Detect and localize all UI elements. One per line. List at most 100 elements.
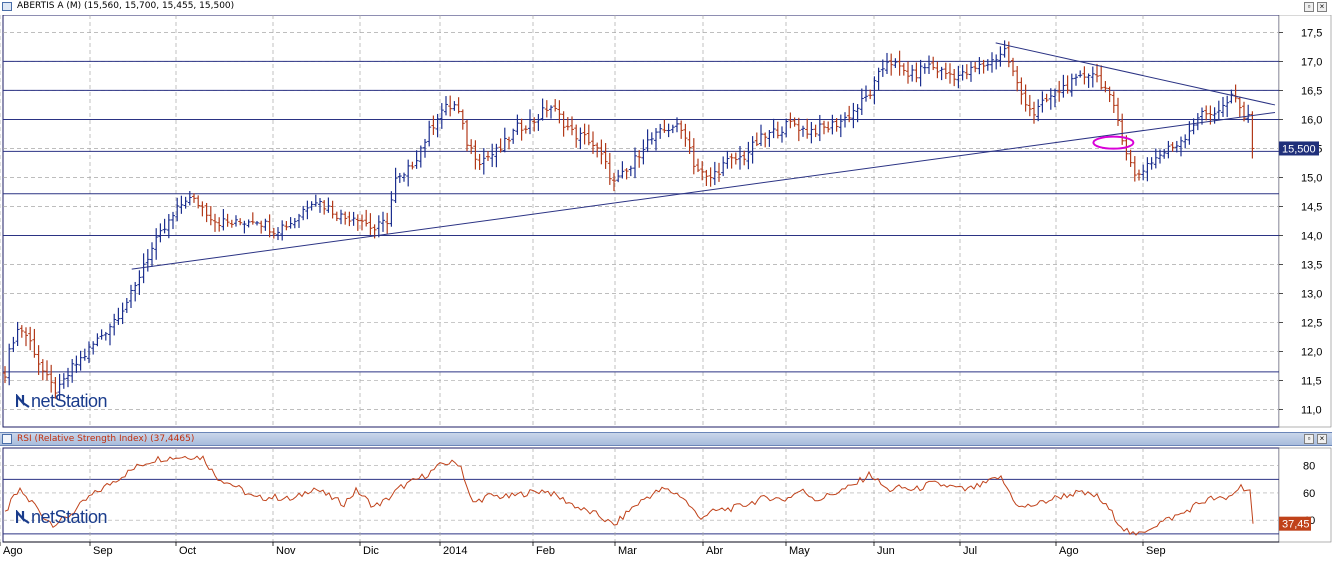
ohlc-bar [70, 359, 75, 383]
ohlc-bar [553, 99, 558, 112]
price-trendline [995, 42, 1276, 106]
ohlc-bar [511, 128, 516, 144]
ohlc-bar [1183, 134, 1188, 149]
ohlc-bar [801, 125, 805, 137]
ohlc-bar [196, 195, 201, 209]
ohlc-bar [557, 100, 562, 124]
ohlc-bar [704, 169, 709, 187]
ohlc-bar [948, 63, 952, 84]
ohlc-bar [662, 119, 667, 133]
ohlc-bar [141, 253, 146, 284]
price-panel-title: ABERTIS A (M) (15,560, 15,700, 15,455, 1… [17, 1, 235, 11]
ohlc-bar [137, 270, 142, 295]
ohlc-bar [633, 147, 637, 179]
ohlc-bar [519, 118, 524, 141]
ohlc-bar [82, 348, 87, 361]
ohlc-bar [490, 143, 495, 167]
rsi-chart[interactable]: 40608037,45AgoSepOctNovDic2014FebMarAbrM… [0, 446, 1332, 561]
ohlc-bar [360, 214, 364, 231]
ohlc-bar [24, 327, 28, 347]
rsi-tick-label: 80 [1303, 461, 1315, 473]
ohlc-bar [952, 69, 957, 87]
ohlc-bar [171, 211, 175, 230]
ohlc-bar [1057, 80, 1062, 102]
ohlc-bar [788, 112, 793, 129]
ohlc-bar [864, 85, 868, 102]
ohlc-bar [11, 336, 16, 353]
ohlc-bar [406, 159, 411, 187]
ohlc-bar [515, 114, 520, 135]
ohlc-bar [129, 284, 133, 309]
rsi-minimize-button[interactable]: ▫ [1304, 434, 1314, 444]
ohlc-bar [481, 148, 486, 175]
ohlc-bar [1166, 140, 1171, 159]
netstation-logo: netStation [16, 391, 108, 412]
x-axis-label: Nov [276, 545, 296, 557]
ohlc-bar [187, 190, 192, 206]
ohlc-bar [1044, 93, 1049, 103]
netstation-logo-rsi: netStation [16, 507, 108, 528]
x-axis-label: Jul [963, 545, 977, 557]
ohlc-bar [612, 172, 616, 192]
ohlc-bar [66, 367, 70, 388]
ohlc-bar [288, 217, 293, 229]
ohlc-bar [1082, 66, 1087, 85]
ohlc-bar [897, 50, 902, 76]
ohlc-bar [838, 114, 843, 138]
ohlc-bar [582, 123, 587, 145]
panel-icon [2, 2, 12, 11]
ohlc-bar [696, 158, 700, 173]
ohlc-bar [973, 62, 978, 73]
ohlc-bar [1216, 100, 1221, 120]
close-button[interactable]: × [1317, 2, 1327, 12]
ohlc-bar [578, 127, 583, 150]
ohlc-bar [1078, 70, 1083, 78]
price-tick-label: 12,5 [1301, 318, 1322, 330]
ohlc-bar [192, 193, 196, 203]
x-axis-label: Jun [877, 545, 895, 557]
rsi-close-button[interactable]: × [1317, 434, 1327, 444]
ohlc-bar [393, 167, 398, 203]
ohlc-bar [742, 150, 747, 166]
ohlc-bar [826, 121, 831, 133]
rsi-tick-label: 60 [1303, 488, 1315, 500]
price-plot-frame [2, 15, 1280, 428]
logo-text-rsi: netStation [31, 507, 108, 527]
ohlc-bar [1153, 148, 1158, 169]
ohlc-bar [792, 117, 797, 127]
ohlc-bar [1174, 140, 1179, 153]
rsi-panel-titlebar: RSI (Relative Strength Index) (37,4465) … [0, 432, 1332, 446]
ohlc-bar [124, 297, 129, 313]
ohlc-bar [158, 223, 163, 243]
ohlc-bar [540, 98, 545, 121]
ohlc-bar [565, 117, 570, 131]
ohlc-bar [830, 114, 835, 135]
ohlc-bar [410, 161, 415, 170]
ohlc-bar [922, 63, 927, 74]
ohlc-bar [935, 61, 940, 79]
ohlc-bar [267, 214, 272, 238]
ohlc-bar [1074, 73, 1078, 86]
ohlc-bar [397, 172, 402, 183]
ohlc-bar [95, 333, 100, 347]
ohlc-bar [616, 169, 621, 183]
ohlc-bar [1237, 96, 1242, 118]
highlight-ellipse [1092, 135, 1135, 150]
ohlc-bar [1111, 91, 1116, 114]
ohlc-bar [301, 205, 306, 221]
ohlc-bar [57, 373, 62, 400]
ohlc-bar [586, 124, 591, 146]
ohlc-bar [994, 54, 999, 70]
minimize-button[interactable]: ▫ [1304, 2, 1314, 12]
ohlc-bar [645, 129, 650, 153]
ohlc-bar [246, 219, 251, 228]
ohlc-bar [225, 213, 230, 227]
ohlc-bar [985, 59, 990, 71]
ohlc-bar [595, 142, 600, 158]
ohlc-bar [1250, 111, 1255, 159]
last-price-badge [1279, 141, 1319, 156]
ohlc-bar [507, 136, 511, 150]
price-chart[interactable]: 11,0 11,5 12,0 12,5 13,0 13,5 14,0 14,5 15,0 15,5… [0, 15, 1332, 431]
ohlc-bar [990, 52, 994, 73]
ohlc-bar [414, 150, 419, 169]
